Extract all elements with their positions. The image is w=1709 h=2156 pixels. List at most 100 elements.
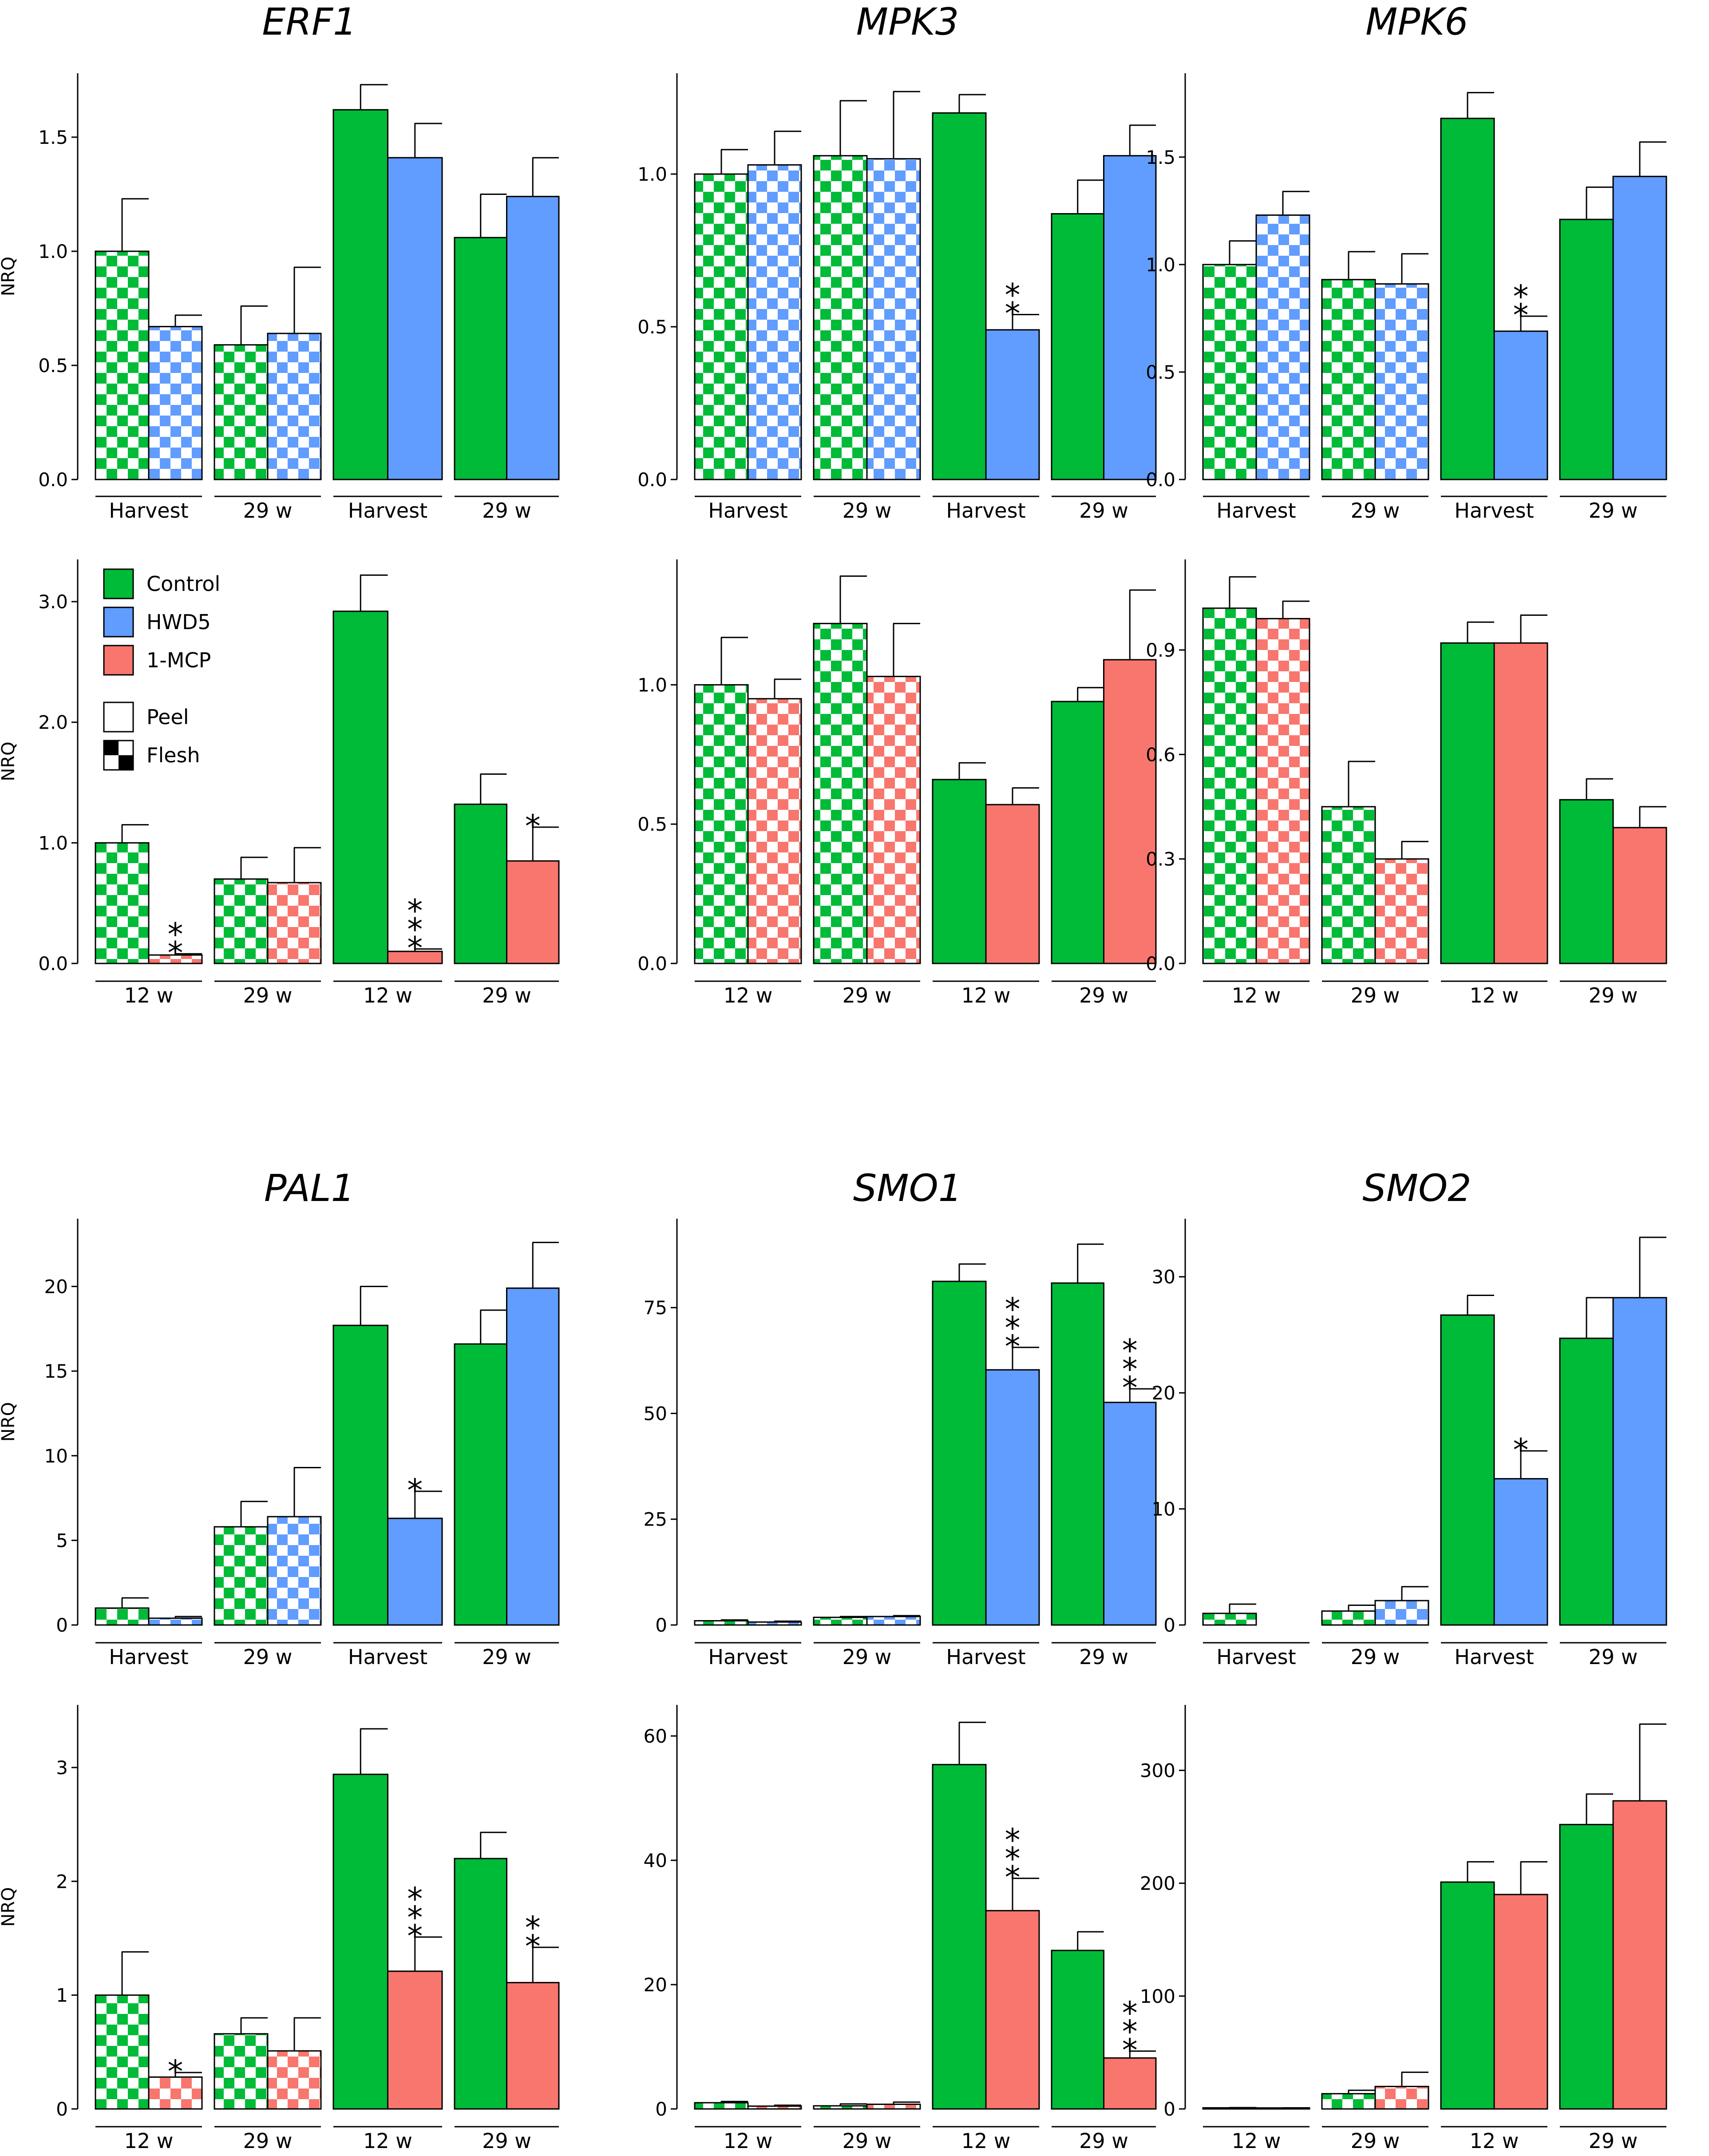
- bar-control: [95, 250, 150, 480]
- y-tick-label: 20: [44, 1276, 68, 1298]
- bar-hwd5: [387, 1518, 443, 1626]
- bar-control: [1559, 1823, 1614, 2110]
- bar-1mcp: [866, 2104, 921, 2110]
- y-tick-label: 1.0: [38, 241, 68, 262]
- bar-group-2: 29 w: [214, 847, 322, 1007]
- significance-marker: *: [1005, 1859, 1021, 1896]
- bar-group-4: *** 29 w: [1051, 1243, 1157, 1669]
- group-label: 29 w: [843, 983, 892, 1007]
- bar-control: [1559, 218, 1614, 480]
- group-label: 29 w: [482, 2129, 531, 2153]
- bar-1mcp: [148, 954, 203, 964]
- y-tick-label: 0.0: [637, 953, 667, 975]
- gene-title: MPK3: [856, 0, 959, 44]
- y-tick-label: 1.0: [637, 163, 667, 185]
- bar-control: [454, 1858, 507, 2110]
- significance-marker: *: [407, 1881, 423, 1917]
- bar-1mcp: [506, 860, 560, 964]
- bar-control: [454, 1343, 507, 1626]
- group-label: 12 w: [1232, 2129, 1281, 2153]
- bar-control: [332, 1324, 388, 1626]
- bar-hwd5: [747, 1621, 802, 1626]
- y-tick-label: 0: [56, 2098, 68, 2120]
- bar-group-1: 12 w: [1202, 2107, 1310, 2153]
- group-label: Harvest: [348, 499, 427, 523]
- bar-control: [214, 2033, 269, 2110]
- group-label: 12 w: [363, 983, 412, 1007]
- panel-mpk6-1mcp: 0.0 0.3 0.6 0.9 12 w 29 w 12 w 29 w: [1146, 559, 1667, 1007]
- bar-1mcp: [1255, 2107, 1310, 2110]
- bar-control: [1051, 701, 1104, 964]
- significance-marker: *: [407, 892, 423, 929]
- group-label: Harvest: [109, 1645, 188, 1669]
- significance-marker: *: [1513, 278, 1529, 315]
- y-tick-label: 0: [655, 2098, 667, 2120]
- y-axis-label: NRQ: [0, 1887, 19, 1926]
- group-label: 29 w: [843, 499, 892, 523]
- significance-marker: *: [1005, 1841, 1021, 1877]
- bar-control: [1202, 2107, 1257, 2110]
- y-axis-label: NRQ: [0, 1402, 19, 1442]
- bar-hwd5: [506, 196, 560, 480]
- bar-control: [332, 109, 388, 480]
- bar-group-4: 29 w: [1559, 1723, 1667, 2153]
- bar-group-3: ** Harvest: [932, 94, 1040, 523]
- bar-control: [454, 803, 507, 964]
- bar-hwd5: [1612, 1297, 1667, 1626]
- bar-control: [1051, 1950, 1104, 2110]
- legend: Control HWD5 1-MCP Peel Flesh: [103, 568, 220, 771]
- group-label: 29 w: [1079, 499, 1128, 523]
- group-label: Harvest: [946, 1645, 1025, 1669]
- bar-group-3: *** 12 w: [932, 1721, 1040, 2153]
- y-tick-label: 20: [1152, 1382, 1175, 1404]
- y-tick-label: 0.6: [1146, 744, 1175, 765]
- bar-group-3: * Harvest: [332, 1286, 443, 1669]
- group-label: Harvest: [708, 499, 787, 523]
- bar-group-4: 29 w: [454, 157, 560, 523]
- bar-group-4: 29 w: [1051, 589, 1157, 1007]
- panel-mpk3-1mcp: 0.0 0.5 1.0 12 w 29 w 12 w 29 w: [637, 559, 1157, 1007]
- group-label: 12 w: [363, 2129, 412, 2153]
- group-label: Harvest: [1454, 1645, 1534, 1669]
- bar-1mcp: [985, 804, 1040, 964]
- group-label: 29 w: [243, 2129, 293, 2153]
- bar-hwd5: [985, 1369, 1040, 1626]
- bar-1mcp: [985, 1910, 1040, 2110]
- bar-1mcp: [148, 2076, 203, 2110]
- bar-group-2: 29 w: [1321, 761, 1429, 1007]
- bar-control: [694, 1620, 749, 1626]
- bar-control: [1321, 279, 1376, 480]
- group-label: 29 w: [243, 1645, 293, 1669]
- group-label: Harvest: [708, 1645, 787, 1669]
- bar-control: [1321, 2093, 1376, 2110]
- group-label: 12 w: [124, 983, 174, 1007]
- panel-smo2-hwd5: 0 10 20 30 SMO2 Harvest 29 w * Harvest 29 w: [1152, 1166, 1667, 1669]
- group-label: Harvest: [1216, 499, 1296, 523]
- bar-control: [1202, 1613, 1257, 1626]
- y-tick-label: 1.0: [38, 832, 68, 854]
- bar-hwd5: [267, 1516, 322, 1626]
- y-tick-label: 0: [1163, 1614, 1175, 1636]
- legend-swatch-hwd5: [103, 606, 134, 638]
- bar-control: [932, 779, 987, 964]
- bar-control: [1202, 264, 1257, 480]
- panel-erf1-hwd5: 0.0 0.5 1.0 1.5 NRQ ERF1 Harvest 29 w Harvest 29 …: [0, 0, 560, 523]
- bar-hwd5: [387, 157, 443, 480]
- group-label: 29 w: [1351, 499, 1400, 523]
- significance-marker: *: [168, 2053, 183, 2090]
- bar-control: [1559, 1337, 1614, 1626]
- bar-control: [932, 1280, 987, 1626]
- significance-marker: *: [1122, 1332, 1138, 1369]
- bar-control: [95, 1994, 150, 2110]
- group-label: 12 w: [1470, 983, 1519, 1007]
- bar-hwd5: [866, 158, 921, 480]
- y-tick-label: 5: [56, 1530, 68, 1551]
- group-label: 12 w: [1232, 983, 1281, 1007]
- legend-label-flesh: Flesh: [146, 743, 200, 767]
- significance-marker: *: [1005, 277, 1021, 313]
- gene-title: SMO2: [1362, 1166, 1471, 1210]
- y-axis-label: NRQ: [0, 257, 19, 296]
- bar-group-2: 29 w: [813, 575, 921, 1007]
- significance-marker: *: [525, 1928, 541, 1965]
